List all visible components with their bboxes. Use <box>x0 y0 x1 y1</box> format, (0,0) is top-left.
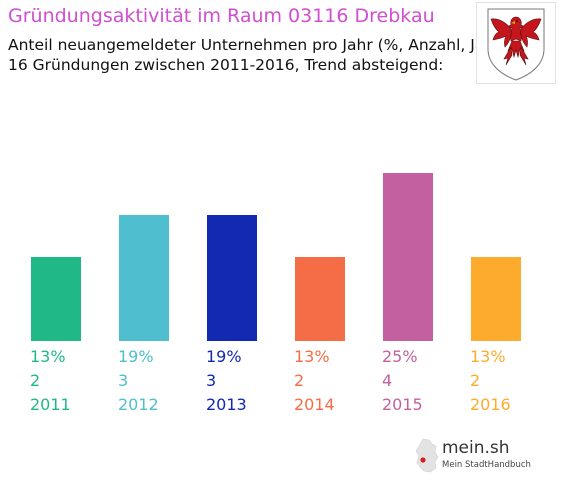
count-label-2011: 2 <box>30 371 41 390</box>
chart-subtitle: Anteil neuangemeldeter Unternehmen pro J… <box>8 35 507 75</box>
bar-2014 <box>295 257 345 341</box>
brandenburg-eagle-crest-icon <box>476 2 556 84</box>
germany-map-icon <box>415 438 439 473</box>
brand-tagline: Mein StadtHandbuch <box>442 460 531 470</box>
brand-name: mein.sh <box>442 438 510 458</box>
percent-label-2011: 13% <box>30 347 66 366</box>
percent-label-2016: 13% <box>470 347 506 366</box>
count-label-2013: 3 <box>206 371 217 390</box>
year-label-2011: 2011 <box>30 395 71 414</box>
bar-2011 <box>31 257 81 341</box>
year-label-2013: 2013 <box>206 395 247 414</box>
percent-label-2012: 19% <box>118 347 154 366</box>
year-label-2015: 2015 <box>382 395 423 414</box>
year-label-2016: 2016 <box>470 395 511 414</box>
count-label-2014: 2 <box>294 371 305 390</box>
percent-label-2014: 13% <box>294 347 330 366</box>
count-label-2012: 3 <box>118 371 129 390</box>
count-label-2015: 4 <box>382 371 393 390</box>
bar-2012 <box>119 215 169 341</box>
bar-2013 <box>207 215 257 341</box>
bar-2016 <box>471 257 521 341</box>
year-label-2014: 2014 <box>294 395 335 414</box>
subtitle-line-2: 16 Gründungen zwischen 2011-2016, Trend … <box>8 56 444 74</box>
subtitle-line-1: Anteil neuangemeldeter Unternehmen pro J… <box>8 36 507 54</box>
count-label-2016: 2 <box>470 371 481 390</box>
chart-title: Gründungsaktivität im Raum 03116 Drebkau <box>8 5 435 27</box>
brand-logo[interactable]: mein.sh Mein StadtHandbuch <box>414 436 531 476</box>
percent-label-2013: 19% <box>206 347 242 366</box>
bar-2015 <box>383 173 433 341</box>
percent-label-2015: 25% <box>382 347 418 366</box>
crest-shield <box>487 8 545 81</box>
year-label-2012: 2012 <box>118 395 159 414</box>
